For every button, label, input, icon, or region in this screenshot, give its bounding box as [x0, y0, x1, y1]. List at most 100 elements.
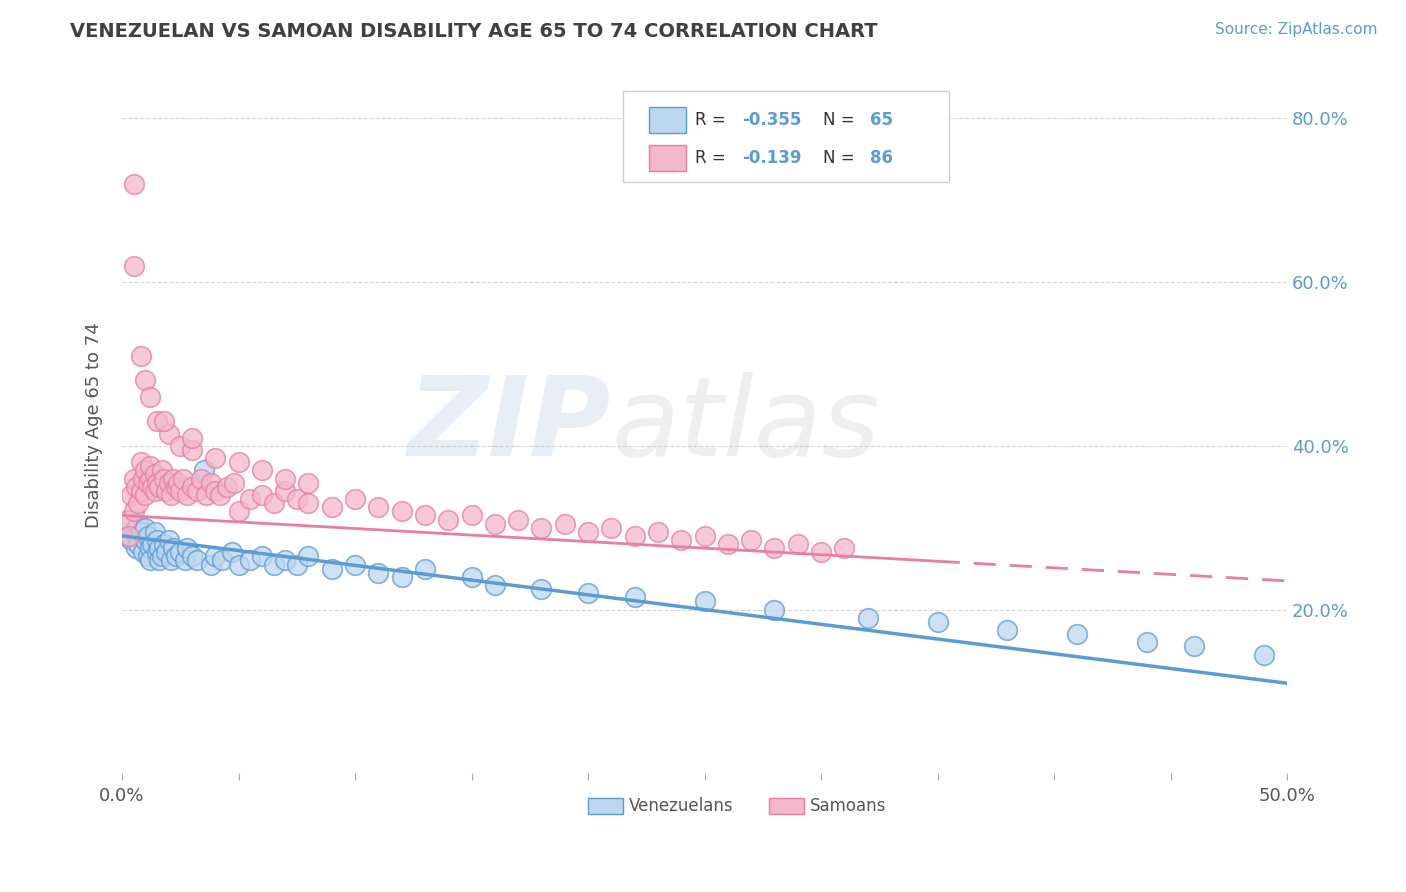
Text: N =: N = — [824, 149, 860, 167]
Point — [143, 467, 166, 482]
FancyBboxPatch shape — [769, 798, 804, 814]
Point — [200, 475, 222, 490]
Point — [120, 488, 142, 502]
Point — [122, 177, 145, 191]
Point — [115, 512, 138, 526]
Point — [141, 537, 163, 551]
Point — [129, 455, 152, 469]
Point — [143, 483, 166, 498]
Point — [221, 545, 243, 559]
Point — [146, 475, 169, 490]
Point — [146, 414, 169, 428]
Point — [239, 553, 262, 567]
Point — [263, 558, 285, 572]
Point — [297, 549, 319, 564]
Point — [413, 508, 436, 523]
Point — [139, 553, 162, 567]
Point — [484, 578, 506, 592]
Point — [239, 491, 262, 506]
Point — [297, 475, 319, 490]
Point — [193, 463, 215, 477]
Point — [810, 545, 832, 559]
Point — [717, 537, 740, 551]
Point — [118, 512, 141, 526]
Point — [129, 524, 152, 539]
Point — [671, 533, 693, 547]
Point — [136, 549, 159, 564]
Point — [134, 533, 156, 547]
Text: -0.139: -0.139 — [742, 149, 801, 167]
Point — [169, 483, 191, 498]
Point — [228, 455, 250, 469]
Point — [215, 480, 238, 494]
Point — [162, 541, 184, 556]
Text: R =: R = — [695, 149, 731, 167]
Point — [169, 545, 191, 559]
Point — [160, 553, 183, 567]
Point — [127, 516, 149, 531]
Point — [460, 570, 482, 584]
Text: N =: N = — [824, 111, 860, 128]
Point — [148, 553, 170, 567]
Point — [165, 549, 187, 564]
Point — [508, 512, 530, 526]
Point — [155, 483, 177, 498]
Point — [437, 512, 460, 526]
Point — [997, 623, 1019, 637]
Point — [115, 529, 138, 543]
Point — [148, 480, 170, 494]
Text: Source: ZipAtlas.com: Source: ZipAtlas.com — [1215, 22, 1378, 37]
Point — [344, 558, 367, 572]
Point — [139, 472, 162, 486]
Point — [176, 541, 198, 556]
FancyBboxPatch shape — [648, 106, 686, 133]
Point — [181, 442, 204, 457]
Point — [285, 491, 308, 506]
Point — [122, 259, 145, 273]
Text: ZIP: ZIP — [408, 372, 612, 479]
Text: 65: 65 — [870, 111, 893, 128]
Point — [623, 529, 645, 543]
Point — [763, 541, 786, 556]
Point — [693, 594, 716, 608]
Text: Samoans: Samoans — [810, 797, 886, 815]
Point — [157, 426, 180, 441]
Point — [150, 549, 173, 564]
Point — [169, 439, 191, 453]
Point — [181, 549, 204, 564]
Point — [204, 451, 226, 466]
Point — [1066, 627, 1088, 641]
FancyBboxPatch shape — [588, 798, 623, 814]
Point — [125, 480, 148, 494]
Point — [122, 472, 145, 486]
Point — [391, 570, 413, 584]
Point — [122, 504, 145, 518]
Point — [297, 496, 319, 510]
Point — [153, 414, 176, 428]
Point — [211, 553, 233, 567]
Point — [120, 533, 142, 547]
Point — [155, 545, 177, 559]
Point — [134, 488, 156, 502]
Point — [600, 521, 623, 535]
Point — [181, 480, 204, 494]
Point — [647, 524, 669, 539]
Point — [200, 558, 222, 572]
Point — [834, 541, 856, 556]
Point — [139, 541, 162, 556]
Point — [153, 537, 176, 551]
Point — [786, 537, 808, 551]
Point — [927, 615, 949, 629]
Point — [186, 483, 208, 498]
Point — [125, 521, 148, 535]
Point — [157, 475, 180, 490]
Text: atlas: atlas — [612, 372, 880, 479]
Point — [693, 529, 716, 543]
Point — [222, 475, 245, 490]
Point — [530, 521, 553, 535]
Point — [186, 553, 208, 567]
Point — [250, 549, 273, 564]
Point — [172, 472, 194, 486]
Point — [139, 390, 162, 404]
Point — [460, 508, 482, 523]
